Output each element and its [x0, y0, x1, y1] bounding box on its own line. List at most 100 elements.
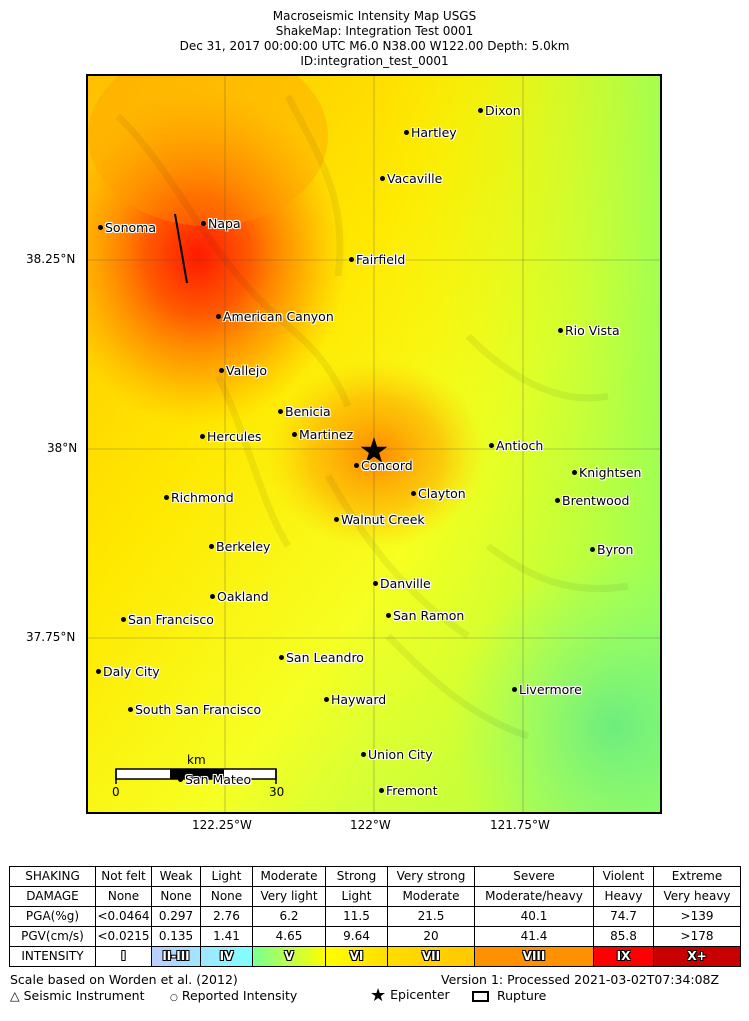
legend-cell: Weak	[151, 866, 201, 887]
legend-cell: Not felt	[95, 866, 152, 887]
legend-cell: 4.65	[252, 926, 326, 947]
city-napa: Napa	[201, 216, 241, 231]
legend-row-label: SHAKING	[9, 866, 96, 887]
city-label: Berkeley	[216, 539, 271, 554]
city-marker-icon	[361, 752, 366, 757]
city-marker-icon	[380, 176, 385, 181]
city-san-francisco: San Francisco	[121, 612, 214, 627]
city-label: Vallejo	[226, 363, 267, 378]
city-fremont: Fremont	[379, 783, 437, 798]
city-marker-icon	[292, 432, 297, 437]
city-american-canyon: American Canyon	[216, 309, 334, 324]
city-label: Fairfield	[356, 252, 406, 267]
city-marker-icon	[478, 108, 483, 113]
reported-intensity-label: Reported Intensity	[181, 988, 298, 1003]
legend-cell: 11.5	[325, 906, 388, 927]
city-label: Napa	[208, 216, 241, 231]
city-label: San Leandro	[286, 650, 364, 665]
city-marker-icon	[279, 655, 284, 660]
city-vacaville: Vacaville	[380, 171, 442, 186]
city-clayton: Clayton	[411, 486, 466, 501]
legend-cell: >139	[653, 906, 741, 927]
city-marker-icon	[216, 314, 221, 319]
city-label: Dixon	[485, 103, 521, 118]
city-marker-icon	[379, 788, 384, 793]
legend-cell: Very light	[252, 886, 326, 907]
city-marker-icon	[512, 687, 517, 692]
city-hayward: Hayward	[324, 692, 386, 707]
intensity-swatch: VII	[387, 946, 475, 967]
city-label: San Francisco	[128, 612, 214, 627]
circle-icon: ○	[170, 993, 178, 1003]
legend-cell: 0.297	[151, 906, 201, 927]
city-marker-icon	[404, 130, 409, 135]
city-san-mateo: San Mateo	[178, 772, 251, 787]
legend-cell: 85.8	[593, 926, 654, 947]
legend-epicenter: ★ Epicenter	[370, 985, 450, 1006]
city-hartley: Hartley	[404, 125, 457, 140]
city-marker-icon	[334, 517, 339, 522]
city-marker-icon	[354, 463, 359, 468]
legend-row-1: DAMAGE None None None Very light Light Moderat…	[9, 886, 741, 907]
city-label: Rio Vista	[565, 323, 620, 338]
city-marker-icon	[590, 547, 595, 552]
legend-cell: Very heavy	[653, 886, 741, 907]
city-antioch: Antioch	[489, 438, 543, 453]
city-marker-icon	[121, 617, 126, 622]
city-label: Oakland	[217, 589, 269, 604]
legend-cell: 9.64	[325, 926, 388, 947]
intensity-map[interactable]: Dixon Hartley Vacaville Sonoma Napa Fair…	[86, 74, 662, 814]
lat-label-38: 38°N	[47, 441, 78, 455]
city-label: Danville	[380, 576, 431, 591]
city-label: Clayton	[418, 486, 466, 501]
title-line-2: ShakeMap: Integration Test 0001	[275, 24, 474, 38]
city-marker-icon	[572, 470, 577, 475]
legend-cell: Severe	[474, 866, 594, 887]
intensity-map-canvas	[88, 76, 660, 812]
city-dixon: Dixon	[478, 103, 521, 118]
city-marker-icon	[489, 443, 494, 448]
title-line-3: Dec 31, 2017 00:00:00 UTC M6.0 N38.00 W1…	[179, 39, 570, 53]
city-marker-icon	[200, 434, 205, 439]
city-marker-icon	[201, 221, 206, 226]
legend-row-0: SHAKING Not felt Weak Light Moderate Strong Ve…	[9, 866, 741, 887]
legend-row-3: PGV(cm/s) <0.0215 0.135 1.41 4.65 9.64 20 41.4 8…	[9, 926, 741, 947]
city-label: Antioch	[496, 438, 544, 453]
city-label: Hercules	[207, 429, 262, 444]
city-marker-icon	[98, 225, 103, 230]
legend-reported-intensity: ○ Reported Intensity	[170, 988, 297, 1003]
rupture-line	[174, 213, 188, 284]
legend-row-label: PGA(%g)	[9, 906, 96, 927]
legend-cell: Violent	[593, 866, 654, 887]
intensity-swatch: IX	[593, 946, 654, 967]
city-south-san-francisco: South San Francisco	[128, 702, 261, 717]
city-label: Walnut Creek	[341, 512, 425, 527]
city-marker-icon	[411, 491, 416, 496]
lat-label-37-75: 37.75°N	[26, 630, 76, 644]
city-label: Byron	[597, 542, 634, 557]
city-marker-icon	[373, 581, 378, 586]
intensity-swatch: I	[95, 946, 152, 967]
city-label: San Ramon	[393, 608, 465, 623]
rupture-label: Rupture	[497, 988, 547, 1003]
city-marker-icon	[558, 328, 563, 333]
city-rio-vista: Rio Vista	[558, 323, 620, 338]
city-berkeley: Berkeley	[209, 539, 270, 554]
legend-cell: None	[200, 886, 253, 907]
city-label: Benicia	[285, 404, 331, 419]
legend-cell: <0.0464	[95, 906, 152, 927]
scale-bar-end: 30	[269, 785, 285, 799]
legend-cell: 21.5	[387, 906, 475, 927]
intensity-swatch: V	[252, 946, 326, 967]
scale-bar-unit: km	[187, 753, 206, 767]
city-richmond: Richmond	[164, 490, 234, 505]
lat-label-38-25: 38.25°N	[26, 252, 76, 266]
epicenter-star-icon[interactable]	[360, 437, 388, 463]
legend-cell: Moderate	[252, 866, 326, 887]
city-daly-city: Daly City	[96, 664, 160, 679]
city-marker-icon	[386, 613, 391, 618]
intensity-swatch: VI	[325, 946, 388, 967]
city-label: Knightsen	[579, 465, 642, 480]
city-marker-icon	[178, 777, 183, 782]
legend-seismic-instrument: △ Seismic Instrument	[10, 988, 145, 1003]
